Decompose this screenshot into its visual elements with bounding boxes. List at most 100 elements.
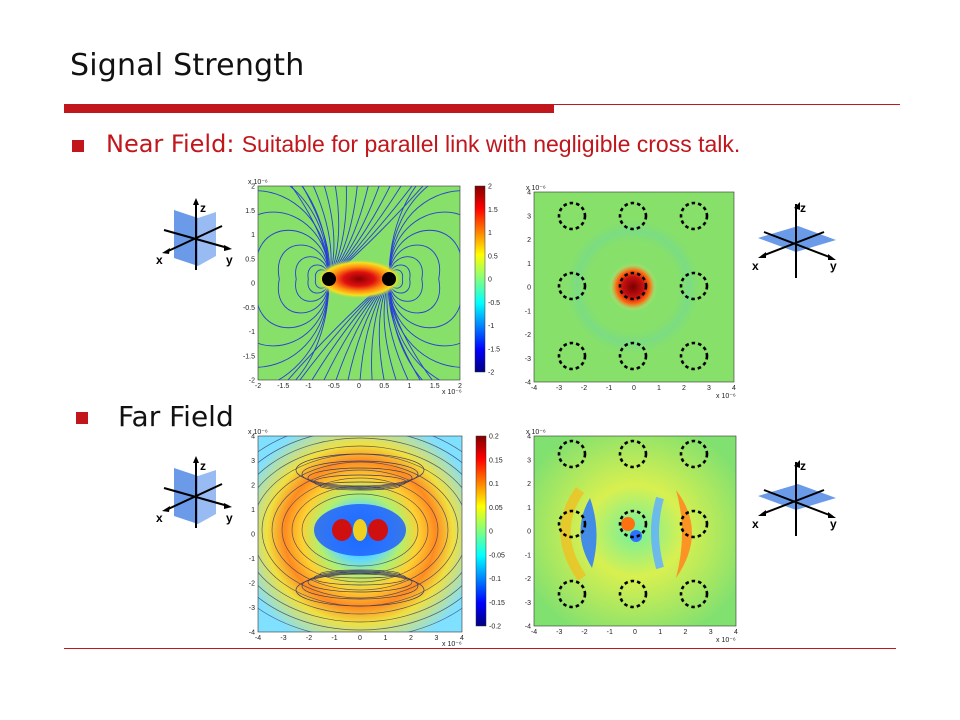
y-tick-label: -2 [249,581,255,588]
x-tick-label: -2 [306,635,312,642]
colorbar-tick-label: 0 [489,529,493,536]
field-line [388,190,460,368]
colorbar [475,435,487,627]
coil-circle [557,271,587,301]
field-line [258,436,462,631]
coil-circle [557,341,587,371]
axes-horizontal-plane-icon-bottom: z x y [752,459,837,536]
x-tick-label: 2 [458,383,462,390]
axis-y-label: y [830,517,837,531]
y-tick-label: 2 [527,481,531,488]
axis-x-label: x [752,259,759,273]
colorbar-tick-label: -2 [488,370,494,377]
coil-circle [618,439,648,469]
y-tick-label: -4 [249,630,255,637]
near-field-top-view-plot: -4 -3 -2 -1 0 1 2 3 4 4 3 2 1 0 -1 -2 -3 -4 x 10⁻⁶ x 10⁻⁶ [525,185,736,400]
colorbar-tick-label: 0.2 [489,434,499,441]
slide-title: Signal Strength [70,48,305,83]
x-exponent-label: x 10⁻⁶ [716,393,736,400]
coil-circle [618,271,648,301]
y-tick-label: 1 [527,505,531,512]
axis-z-label: z [800,201,806,215]
x-tick-label: 3 [709,629,713,636]
colorbar [474,185,486,373]
x-tick-label: 0 [633,629,637,636]
y-tick-label: 0 [527,529,531,536]
y-tick-label: -2 [249,378,255,385]
y-tick-label: 0 [251,532,255,539]
y-tick-label: 3 [527,457,531,464]
x-tick-label: -4 [255,635,261,642]
x-tick-label: -2 [255,383,261,390]
colorbar-tick-label: 0.15 [489,457,503,464]
field-line [258,437,462,623]
field-line [319,481,401,491]
field-line [295,573,425,607]
x-tick-label: -3 [556,385,562,392]
x-tick-label: -4 [531,629,537,636]
colorbar-tick-label: -0.5 [488,300,500,307]
x-tick-label: -1 [607,629,613,636]
x-tick-label: 1 [384,635,388,642]
x-tick-label: 4 [734,629,738,636]
axis-z-label: z [200,201,206,215]
y-tick-label: 4 [527,190,531,197]
y-tick-label: -1 [249,556,255,563]
y-tick-label: -1 [525,308,531,315]
coil-circle [557,509,587,539]
colorbar-tick-label: 0.1 [489,481,499,488]
axis-z-label: z [800,459,806,473]
x-tick-label: 0 [358,635,362,642]
field-line [295,256,330,302]
x-tick-label: -1 [305,383,311,390]
y-tick-label: -2 [525,576,531,583]
x-tick-label: 3 [707,385,711,392]
axis-x-label: x [156,511,163,525]
y-tick-label: 0 [527,285,531,292]
colorbar-tick-label: -0.05 [489,552,505,559]
field-line [388,244,441,314]
field-line [307,571,413,593]
bullet-square-near [72,140,84,152]
x-tick-label: 2 [682,385,686,392]
bullet-square-far [76,412,88,424]
title-rule-thin [554,104,900,105]
x-tick-label: 0 [357,383,361,390]
x-tick-label: -3 [280,635,286,642]
coil-circle [679,341,709,371]
x-tick-label: 1 [657,385,661,392]
far-field-top-view-plot: -4 -3 -2 -1 0 1 2 3 4 4 3 2 1 0 -1 -2 -3 -4 x 10⁻⁶ x 10⁻⁶ [525,429,738,644]
axis-y-label: y [830,259,837,273]
x-tick-label: -0.5 [328,383,340,390]
y-tick-label: 1.5 [245,208,255,215]
x-tick-label: 2 [409,635,413,642]
far-field-label: Far Field [118,400,234,433]
y-tick-label: 4 [251,434,255,441]
field-line [388,230,460,328]
y-tick-label: -4 [525,624,531,631]
field-line [277,244,330,314]
y-tick-label: -1.5 [243,353,255,360]
y-exponent-label: x 10⁻⁶ [248,429,268,436]
title-rule-thick [64,104,554,113]
axes-vertical-plane-icon-top: z x y [156,198,233,270]
colorbar-tick-label: -0.2 [489,624,501,631]
y-tick-label: 3 [527,213,531,220]
x-tick-label: 1.5 [430,383,440,390]
x-exponent-label: x 10⁻⁶ [716,637,736,644]
x-tick-label: -2 [581,385,587,392]
field-line [261,461,459,599]
x-tick-label: 0 [632,385,636,392]
colorbar-tick-label: -0.15 [489,600,505,607]
x-tick-label: 4 [732,385,736,392]
y-tick-label: -1 [525,552,531,559]
coil-circle [618,509,648,539]
x-tick-label: 0.5 [379,383,389,390]
axes-vertical-plane-icon-bottom: z x y [156,456,233,528]
y-tick-label: 1 [527,261,531,268]
coil-circle [679,439,709,469]
y-tick-label: -1 [249,329,255,336]
x-exponent-label: x 10⁻⁶ [442,389,462,396]
colorbar-tick-label: 1 [488,230,492,237]
coil-circle [557,201,587,231]
